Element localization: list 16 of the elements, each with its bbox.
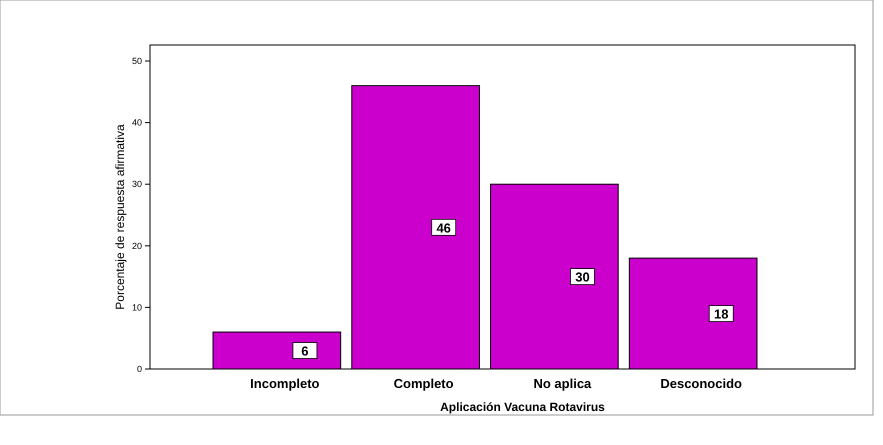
x-tick-label: Desconocido (660, 376, 742, 391)
x-tick-label: Incompleto (250, 376, 320, 391)
data-label: 6 (301, 344, 309, 359)
data-label: 18 (714, 306, 728, 322)
y-tick-label: 10 (132, 302, 142, 312)
y-tick-label: 50 (132, 56, 142, 66)
y-tick-label: 20 (132, 240, 142, 251)
x-tick-label: No aplica (533, 376, 592, 391)
y-tick-label: 0 (136, 364, 142, 374)
y-tick-label: 30 (132, 179, 142, 190)
y-tick-label: 40 (132, 118, 142, 128)
x-axis-title: Aplicación Vacuna Rotavirus (440, 400, 606, 414)
x-tick-label: Completo (394, 376, 454, 391)
y-axis-title: Porcentaje de respuesta afirmativa (113, 124, 127, 310)
data-label: 46 (436, 220, 451, 236)
data-label: 30 (575, 270, 590, 285)
